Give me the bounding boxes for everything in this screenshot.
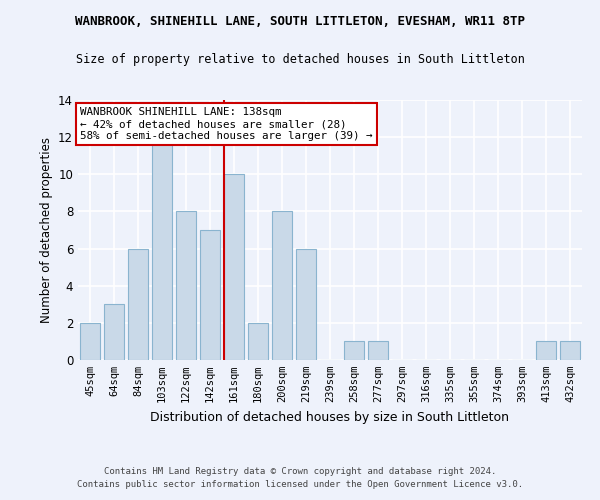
Bar <box>152 137 172 360</box>
Text: WANBROOK SHINEHILL LANE: 138sqm
← 42% of detached houses are smaller (28)
58% of: WANBROOK SHINEHILL LANE: 138sqm ← 42% of… <box>80 108 373 140</box>
Text: Contains HM Land Registry data © Crown copyright and database right 2024.: Contains HM Land Registry data © Crown c… <box>104 467 496 476</box>
Text: WANBROOK, SHINEHILL LANE, SOUTH LITTLETON, EVESHAM, WR11 8TP: WANBROOK, SHINEHILL LANE, SOUTH LITTLETO… <box>75 15 525 28</box>
Bar <box>536 342 556 360</box>
X-axis label: Distribution of detached houses by size in South Littleton: Distribution of detached houses by size … <box>151 410 509 424</box>
Bar <box>104 304 124 360</box>
Bar <box>248 323 268 360</box>
Bar <box>224 174 244 360</box>
Y-axis label: Number of detached properties: Number of detached properties <box>40 137 53 323</box>
Bar <box>344 342 364 360</box>
Bar <box>80 323 100 360</box>
Bar <box>560 342 580 360</box>
Text: Size of property relative to detached houses in South Littleton: Size of property relative to detached ho… <box>76 52 524 66</box>
Bar <box>296 248 316 360</box>
Bar <box>272 212 292 360</box>
Text: Contains public sector information licensed under the Open Government Licence v3: Contains public sector information licen… <box>77 480 523 489</box>
Bar <box>200 230 220 360</box>
Bar <box>176 212 196 360</box>
Bar <box>368 342 388 360</box>
Bar <box>128 248 148 360</box>
